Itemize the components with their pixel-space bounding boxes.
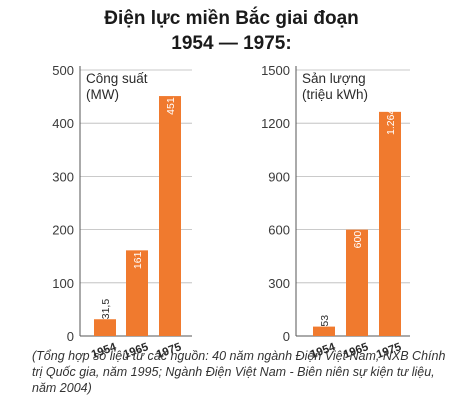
chart1-y-tick-label: 200 [52,223,74,238]
chart1-data-label-1975: 451 [165,97,177,115]
chart1-bar-1965 [126,250,148,336]
chart2-y-axis-label-line-1: Sản lượng [302,71,366,86]
chart2-data-label-1965: 600 [352,231,364,249]
chart2-y-tick-label: 1200 [261,116,290,131]
chart1-data-label-1954: 31,5 [100,299,112,320]
chart2-y-tick-label: 900 [268,169,290,184]
chart1-data-label-1965: 161 [132,251,144,269]
chart2-bar-1975 [379,111,401,336]
chart1-y-tick-label: 400 [52,116,74,131]
chart2-y-tick-label: 600 [268,223,290,238]
chart1-y-tick-label: 100 [52,276,74,291]
chart1-bar-1954 [94,319,116,336]
chart-title-line-2: 1954 — 1975: [171,33,292,54]
chart1-bar-1975 [159,96,181,337]
chart2-bar-1954 [313,326,335,336]
chart1-y-axis-label-line-2: (MW) [86,87,119,102]
chart2-y-tick-label: 0 [283,329,290,344]
source-note: (Tổng hợp số liệu từ các nguồn: 40 năm n… [32,349,446,395]
chart1-y-tick-label: 500 [52,63,74,78]
chart2-y-tick-label: 1500 [261,63,290,78]
chart2-bar-1965 [346,229,368,336]
chart2-data-label-1975: 1.264 [385,109,397,135]
chart1-y-tick-label: 0 [67,329,74,344]
chart2-data-label-1954: 53 [319,315,331,327]
chart2-y-tick-label: 300 [268,276,290,291]
chart2-y-axis-label-line-2: (triệu kWh) [302,87,368,102]
chart1-y-axis-label-line-1: Công suất [86,71,148,86]
chart-title-line-1: Điện lực miền Bắc giai đoạn [104,8,359,29]
chart1-y-tick-label: 300 [52,169,74,184]
